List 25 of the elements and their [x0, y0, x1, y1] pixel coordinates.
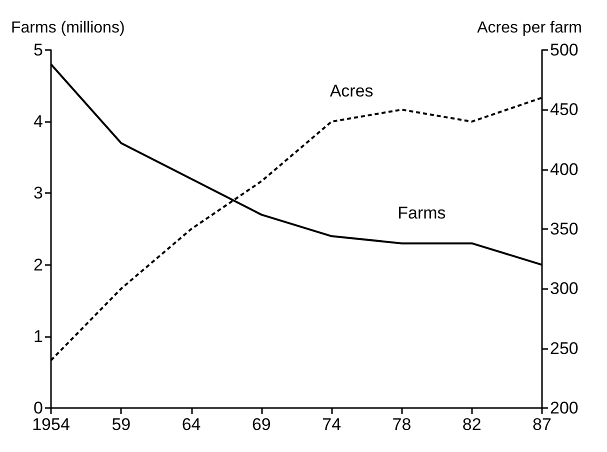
- y-tick-label: 4: [34, 112, 43, 132]
- y-tick-label: 1: [34, 326, 43, 346]
- series-label: Farms: [398, 203, 446, 222]
- y-tick-label: 0: [34, 398, 43, 418]
- x-tick-label: 78: [392, 415, 412, 434]
- y2-tick-label: 250: [550, 338, 578, 358]
- y2-axis-title: Acres per farm: [477, 20, 582, 36]
- y-tick-label: 2: [34, 255, 43, 274]
- x-tick-label: 1954: [32, 415, 70, 434]
- y2-tick-label: 500: [550, 40, 578, 60]
- y2-tick-label: 400: [550, 160, 578, 179]
- y2-tick-label: 350: [550, 220, 578, 238]
- x-tick-label: 69: [252, 415, 271, 434]
- y2-tick-label: 200: [550, 398, 578, 418]
- x-tick-label: 59: [112, 415, 131, 434]
- series-label: Acres: [330, 82, 374, 101]
- x-tick-label: 74: [322, 415, 342, 434]
- x-tick-label: 82: [462, 415, 482, 434]
- x-tick-label: 87: [532, 415, 552, 434]
- y-tick-label: 5: [34, 40, 43, 60]
- y-tick-label: 3: [34, 184, 43, 203]
- y2-tick-label: 300: [550, 279, 578, 298]
- x-tick-label: 64: [182, 415, 201, 434]
- y-axis-title: Farms (millions): [11, 20, 125, 36]
- y2-tick-label: 450: [550, 100, 578, 120]
